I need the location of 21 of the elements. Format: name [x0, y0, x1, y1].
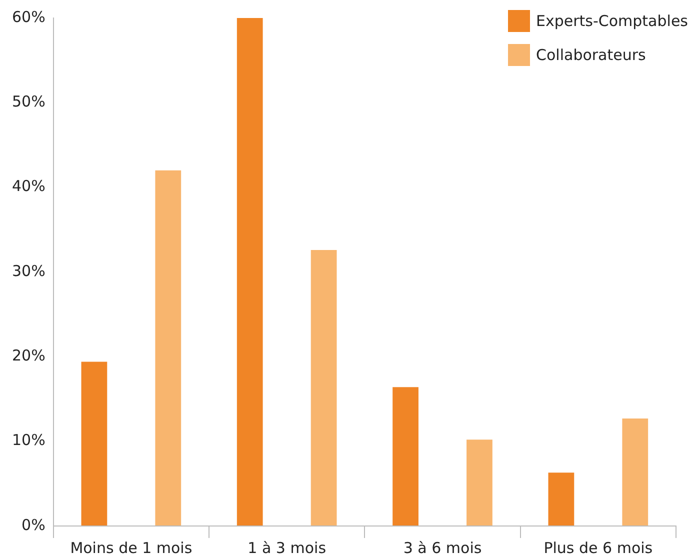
- x-tick-label: 3 à 6 mois: [403, 538, 482, 557]
- bar: [548, 472, 574, 526]
- y-tick-label: 50%: [12, 92, 46, 111]
- y-tick-label: 40%: [12, 177, 46, 196]
- x-tick-label: 1 à 3 mois: [248, 538, 326, 557]
- legend-label: Experts-Comptables: [536, 12, 688, 30]
- y-tick-label: 10%: [12, 431, 46, 450]
- bar: [392, 387, 418, 526]
- y-tick-label: 60%: [12, 8, 46, 26]
- bar: [81, 362, 108, 526]
- bar: [466, 440, 492, 526]
- x-tick-label: Moins de 1 mois: [70, 538, 192, 557]
- bar: [310, 250, 337, 526]
- bar: [622, 418, 648, 526]
- y-tick-label: 30%: [12, 262, 46, 280]
- legend-label: Collaborateurs: [536, 46, 646, 64]
- bar: [236, 18, 263, 526]
- y-tick-label: 0%: [22, 516, 46, 534]
- x-tick-label: Plus de 6 mois: [544, 538, 653, 557]
- y-tick-label: 20%: [12, 346, 46, 365]
- bar: [155, 170, 182, 526]
